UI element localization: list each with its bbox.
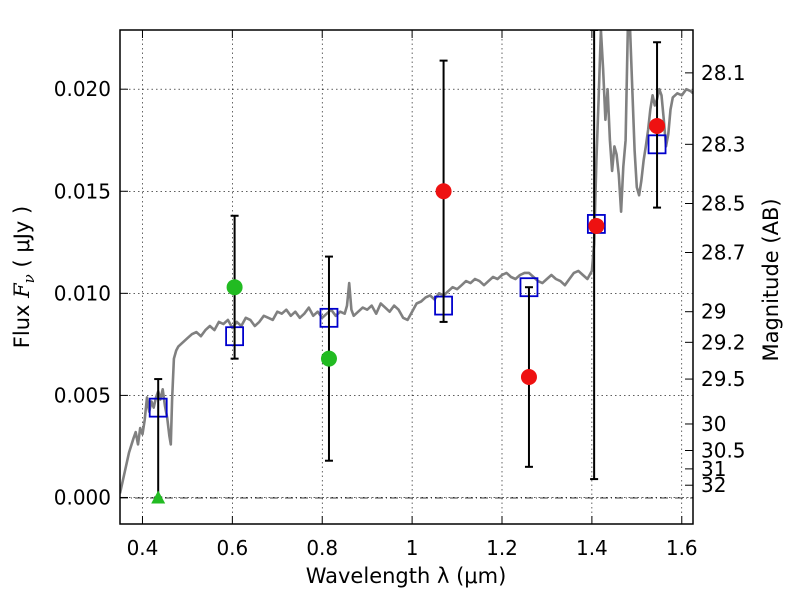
- right-tick-label: 28.1: [701, 61, 746, 85]
- y-axis-label-prefix: Flux: [10, 298, 34, 348]
- observed-circle-point: [520, 369, 537, 386]
- y-axis-label-symbol: F: [10, 282, 34, 299]
- right-tick-label: 28.5: [701, 192, 746, 216]
- x-tick-label: 0.6: [216, 536, 248, 560]
- plot-frame: [119, 29, 694, 525]
- grid-lines: [120, 30, 693, 524]
- right-tick-label: 29.5: [701, 367, 746, 391]
- y-tick-label: 0.000: [54, 485, 111, 509]
- x-axis-label: Wavelength λ (μm): [306, 564, 507, 588]
- right-tick-label: 28.3: [701, 132, 746, 156]
- x-tick-label: 1: [406, 536, 419, 560]
- observed-circle-point: [435, 183, 452, 200]
- right-axis-label: Magnitude (AB): [759, 198, 783, 361]
- observed-circle-point: [588, 217, 605, 234]
- right-tick-label: 30: [701, 412, 726, 436]
- y-tick-label: 0.020: [54, 77, 111, 101]
- tick-labels: 0.4 0.6 0.8 1 1.2 1.4 1.6 0.000 0.005 0.010 0.015 0…: [54, 61, 746, 560]
- x-tick-label: 0.4: [127, 536, 159, 560]
- upper-limit-triangle-point: [151, 490, 166, 504]
- observed-circle-point: [320, 350, 337, 367]
- y-tick-label: 0.005: [54, 383, 111, 407]
- y-axis-label: Flux Fν ( μJy ): [10, 206, 38, 348]
- y-axis-label-suffix: ( μJy ): [10, 206, 34, 274]
- x-tick-label: 1.2: [486, 536, 518, 560]
- observed-circle-point: [226, 279, 243, 296]
- template-spectrum-line: [120, 30, 693, 494]
- plot-marks: [120, 30, 693, 504]
- tick-marks: [120, 30, 693, 524]
- y-axis-label-subscript: ν: [20, 274, 38, 283]
- right-tick-label: 32: [701, 473, 726, 497]
- y-tick-label: 0.015: [54, 179, 111, 203]
- right-tick-label: 29: [701, 300, 726, 324]
- observed-circle-point: [649, 117, 666, 134]
- y-tick-label: 0.010: [54, 281, 111, 305]
- right-tick-label: 28.7: [701, 241, 746, 265]
- x-tick-label: 1.4: [576, 536, 608, 560]
- x-tick-label: 0.8: [306, 536, 338, 560]
- right-tick-label: 30.5: [701, 439, 746, 463]
- right-tick-label: 29.2: [701, 330, 746, 354]
- right-tick-label: 31: [701, 457, 726, 481]
- x-tick-label: 1.6: [666, 536, 698, 560]
